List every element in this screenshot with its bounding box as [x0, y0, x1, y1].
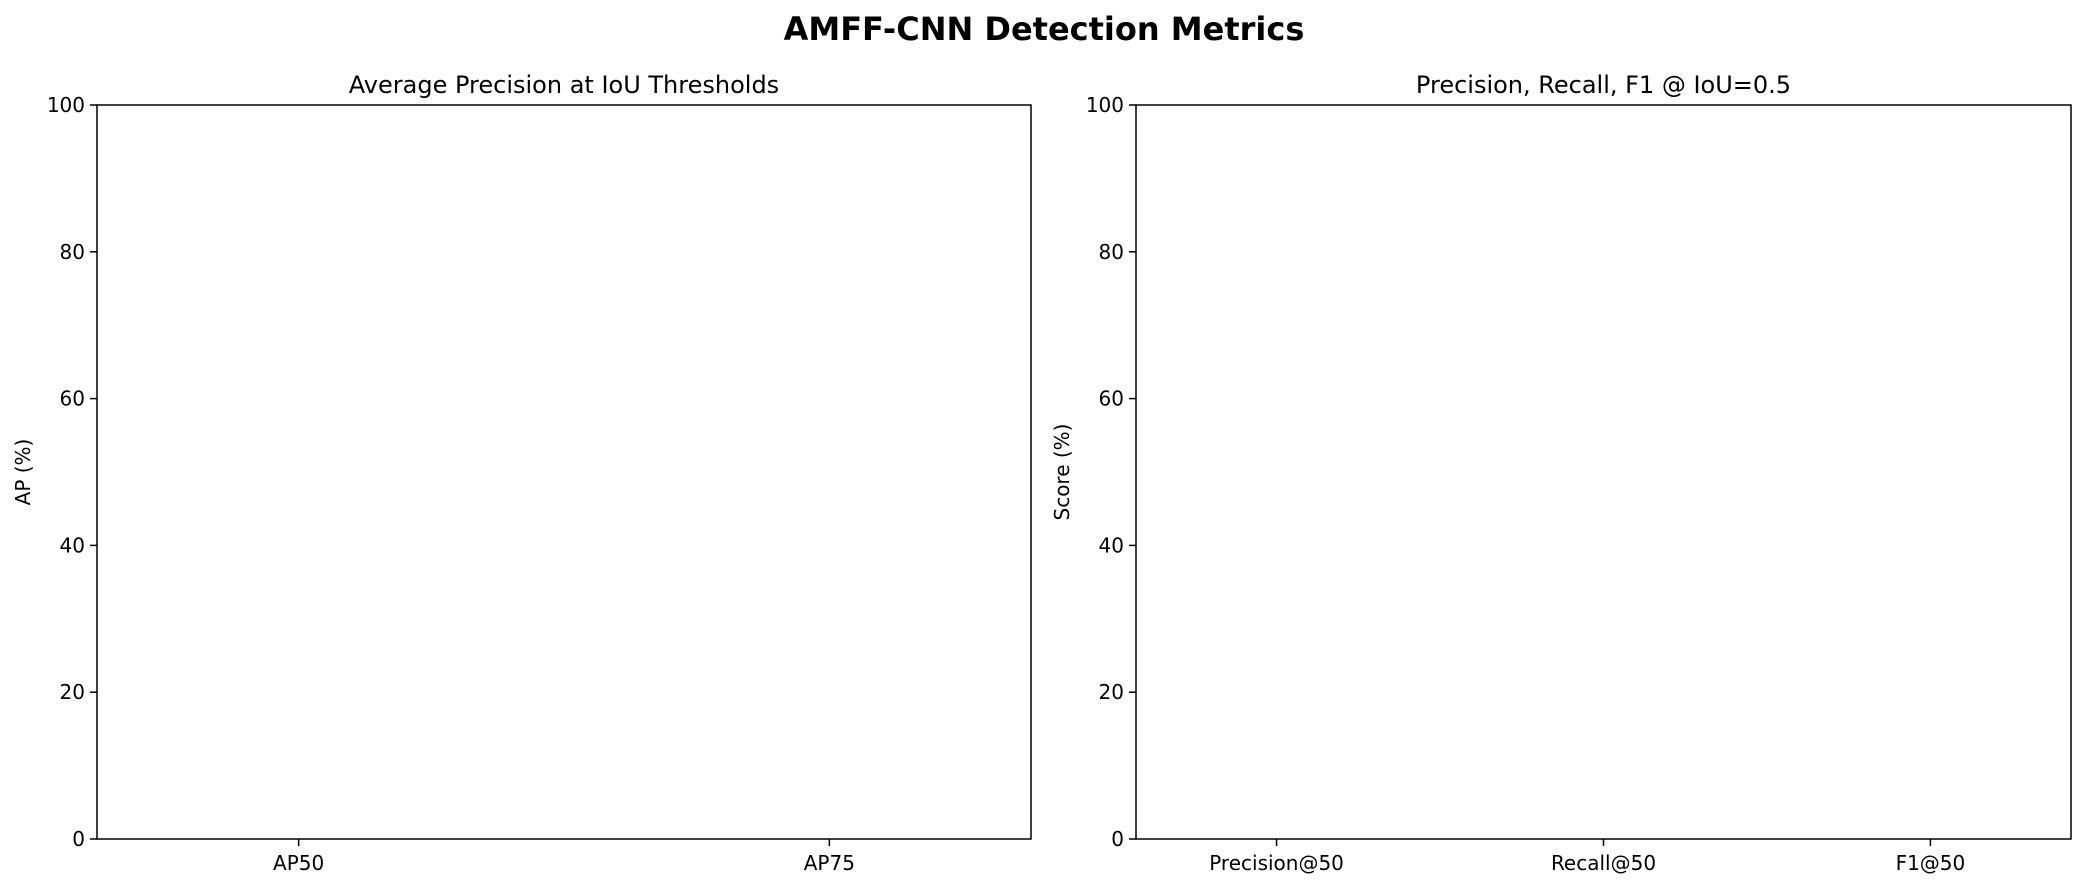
ap-chart-ytick-label: 20 [60, 680, 85, 704]
prf-chart-xtick-label: F1@50 [1896, 851, 1966, 875]
prf-chart-plot-area [1136, 105, 2071, 839]
prf-chart-title: Precision, Recall, F1 @ IoU=0.5 [1416, 71, 1791, 99]
prf-chart-ytick-label: 60 [1099, 387, 1124, 411]
ap-chart-xtick-label: AP50 [273, 851, 324, 875]
ap-chart-ytick-label: 40 [60, 533, 85, 557]
ap-chart-xtick-label: AP75 [804, 851, 855, 875]
ap-chart-frame [96, 104, 1032, 840]
figure-title: AMFF-CNN Detection Metrics [784, 10, 1305, 48]
prf-chart-xtick-label: Precision@50 [1209, 851, 1344, 875]
prf-chart-ylabel: Score (%) [1050, 424, 1074, 521]
ap-chart-ytick-label: 80 [60, 240, 85, 264]
ap-chart-ytick-label: 100 [47, 93, 85, 117]
prf-chart-frame [1135, 104, 2072, 840]
prf-chart-ytick-label: 80 [1099, 240, 1124, 264]
ap-chart: Average Precision at IoU Thresholds 0 20 40… [11, 71, 1032, 875]
prf-chart-xtick-label: Recall@50 [1551, 851, 1656, 875]
ap-chart-title: Average Precision at IoU Thresholds [349, 71, 779, 99]
prf-chart-ytick-label: 100 [1086, 93, 1124, 117]
prf-chart-ytick-label: 0 [1111, 827, 1124, 851]
prf-chart-ytick-label: 20 [1099, 680, 1124, 704]
ap-chart-ytick-label: 60 [60, 387, 85, 411]
ap-chart-plot-area [97, 105, 1031, 839]
prf-chart-ytick-label: 40 [1099, 533, 1124, 557]
prf-chart: Precision, Recall, F1 @ IoU=0.5 0 20 40 60 80… [1050, 71, 2072, 875]
ap-chart-ylabel: AP (%) [11, 439, 35, 506]
ap-chart-ytick-label: 0 [72, 827, 85, 851]
